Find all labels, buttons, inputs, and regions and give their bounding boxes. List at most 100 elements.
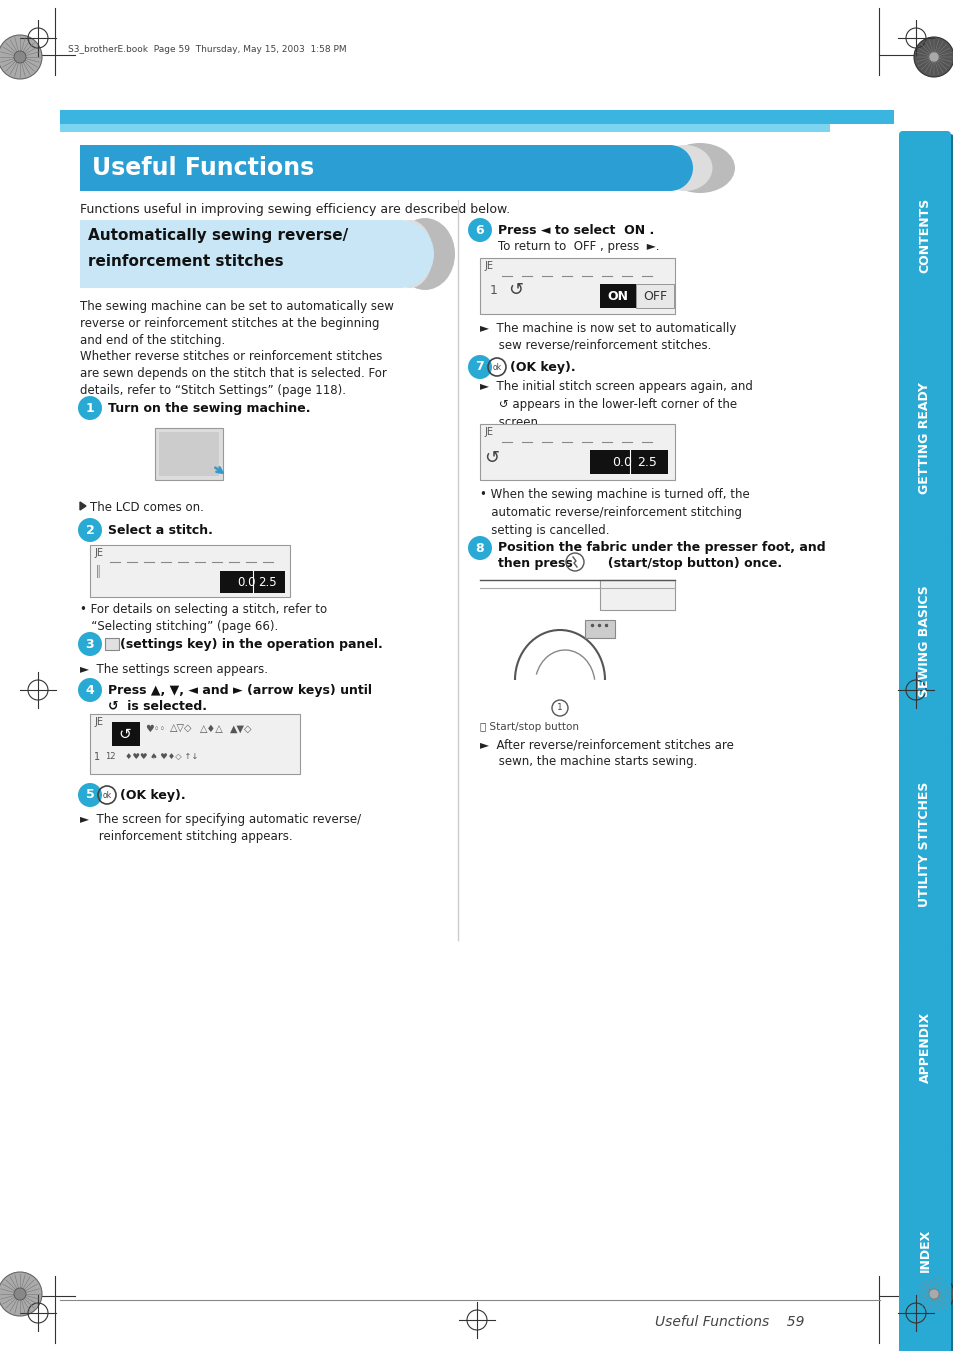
FancyBboxPatch shape (901, 743, 953, 951)
Circle shape (468, 536, 492, 561)
Text: 2: 2 (86, 523, 94, 536)
Bar (479, 424, 675, 480)
Text: The sewing machine can be set to automatically sew
reverse or reinforcement stit: The sewing machine can be set to automat… (80, 300, 394, 347)
Text: ↺: ↺ (118, 727, 131, 742)
Circle shape (0, 1273, 42, 1316)
Bar (90, 713, 299, 774)
Text: SEWING BASICS: SEWING BASICS (918, 585, 930, 697)
Circle shape (14, 51, 26, 63)
Circle shape (468, 355, 492, 380)
Circle shape (78, 632, 102, 657)
Text: ↺: ↺ (483, 449, 498, 467)
Text: ♦♥♥ ♠ ♥♦◇ ↑↓: ♦♥♥ ♠ ♥♦◇ ↑↓ (125, 753, 198, 761)
Text: 1: 1 (557, 704, 562, 712)
Text: 2.5: 2.5 (257, 576, 276, 589)
Bar (80, 220, 399, 288)
Text: reinforcement stitches: reinforcement stitches (88, 254, 283, 269)
Circle shape (0, 35, 42, 78)
Bar (479, 258, 675, 313)
FancyBboxPatch shape (901, 540, 953, 748)
Text: △▽◇: △▽◇ (170, 724, 193, 734)
Text: Whether reverse stitches or reinforcement stitches
are sewn depends on the stitc: Whether reverse stitches or reinforcemen… (80, 350, 387, 397)
Text: 5: 5 (86, 789, 94, 801)
Bar (599, 580, 675, 611)
Circle shape (78, 784, 102, 807)
Text: Position the fabric under the presser foot, and: Position the fabric under the presser fo… (497, 540, 824, 554)
Text: ►  The screen for specifying automatic reverse/
     reinforcement stitching app: ► The screen for specifying automatic re… (80, 813, 361, 843)
FancyBboxPatch shape (898, 740, 950, 948)
Text: GETTING READY: GETTING READY (918, 382, 930, 494)
Text: Useful Functions: Useful Functions (91, 155, 314, 180)
Text: 12: 12 (105, 753, 115, 761)
Ellipse shape (395, 218, 455, 290)
Text: JE: JE (483, 261, 493, 272)
FancyBboxPatch shape (901, 134, 953, 342)
Text: To return to  OFF , press  ►.: To return to OFF , press ►. (497, 240, 659, 253)
Circle shape (928, 1289, 938, 1300)
Ellipse shape (664, 143, 734, 193)
Text: (OK key).: (OK key). (510, 361, 575, 374)
Ellipse shape (657, 145, 712, 190)
Text: • For details on selecting a stitch, refer to
   “Selecting stitching” (page 66): • For details on selecting a stitch, ref… (80, 603, 327, 634)
Bar (154, 428, 223, 480)
Bar (159, 432, 219, 476)
Bar (105, 638, 119, 650)
Text: Turn on the sewing machine.: Turn on the sewing machine. (108, 403, 310, 415)
Text: S3_brotherE.book  Page 59  Thursday, May 15, 2003  1:58 PM: S3_brotherE.book Page 59 Thursday, May 1… (68, 45, 346, 54)
Bar (60, 109, 893, 124)
FancyBboxPatch shape (901, 1148, 953, 1351)
Text: JE: JE (94, 717, 103, 727)
Text: OFF: OFF (642, 289, 666, 303)
Circle shape (468, 218, 492, 242)
Text: 4: 4 (86, 684, 94, 697)
Bar (90, 544, 290, 597)
Text: ↺  is selected.: ↺ is selected. (108, 700, 207, 713)
Circle shape (78, 396, 102, 420)
Text: ok: ok (102, 790, 112, 800)
Ellipse shape (387, 220, 433, 288)
Text: 0.0: 0.0 (236, 576, 255, 589)
Text: 0.0: 0.0 (612, 455, 631, 469)
FancyBboxPatch shape (901, 946, 953, 1154)
Text: JE: JE (483, 427, 493, 436)
Bar (584, 620, 615, 638)
Text: Automatically sewing reverse/: Automatically sewing reverse/ (88, 228, 348, 243)
Text: Press ▲, ▼, ◄ and ► (arrow keys) until: Press ▲, ▼, ◄ and ► (arrow keys) until (108, 684, 372, 697)
Ellipse shape (646, 145, 692, 190)
Text: ►  The settings screen appears.: ► The settings screen appears. (80, 663, 268, 676)
Text: Press ◄ to select  ON .: Press ◄ to select ON . (497, 224, 654, 236)
Text: ►  After reverse/reinforcement stitches are
     sewn, the machine starts sewing: ► After reverse/reinforcement stitches a… (479, 738, 733, 767)
Text: 1: 1 (86, 401, 94, 415)
Text: ok: ok (492, 362, 501, 372)
FancyBboxPatch shape (901, 336, 953, 544)
Text: 8: 8 (476, 542, 484, 554)
Bar (589, 450, 667, 474)
Text: Ⓢ Start/stop button: Ⓢ Start/stop button (479, 721, 578, 732)
FancyBboxPatch shape (898, 943, 950, 1151)
Text: JE: JE (94, 549, 103, 558)
Text: UTILITY STITCHES: UTILITY STITCHES (918, 781, 930, 907)
Bar (80, 145, 669, 190)
Text: 6: 6 (476, 223, 484, 236)
Circle shape (14, 1288, 26, 1300)
Text: The LCD comes on.: The LCD comes on. (90, 501, 204, 513)
Text: (OK key).: (OK key). (120, 789, 186, 802)
Bar (112, 721, 140, 746)
Circle shape (78, 678, 102, 703)
Polygon shape (80, 503, 86, 509)
Text: Select a stitch.: Select a stitch. (108, 524, 213, 536)
Text: Functions useful in improving sewing efficiency are described below.: Functions useful in improving sewing eff… (80, 203, 510, 216)
Text: INDEX: INDEX (918, 1228, 930, 1271)
Text: △♦△: △♦△ (200, 724, 224, 734)
Ellipse shape (366, 220, 434, 288)
Text: 1: 1 (490, 284, 497, 297)
Bar (636, 284, 673, 308)
Bar (599, 284, 636, 308)
Text: then press        (start/stop button) once.: then press (start/stop button) once. (497, 557, 781, 570)
Text: ♥◦◦: ♥◦◦ (145, 724, 165, 734)
Text: • When the sewing machine is turned off, the
   automatic reverse/reinforcement : • When the sewing machine is turned off,… (479, 488, 749, 536)
Text: 7: 7 (476, 361, 484, 373)
Text: ║: ║ (95, 565, 102, 578)
FancyBboxPatch shape (898, 131, 950, 339)
Circle shape (913, 1274, 953, 1315)
